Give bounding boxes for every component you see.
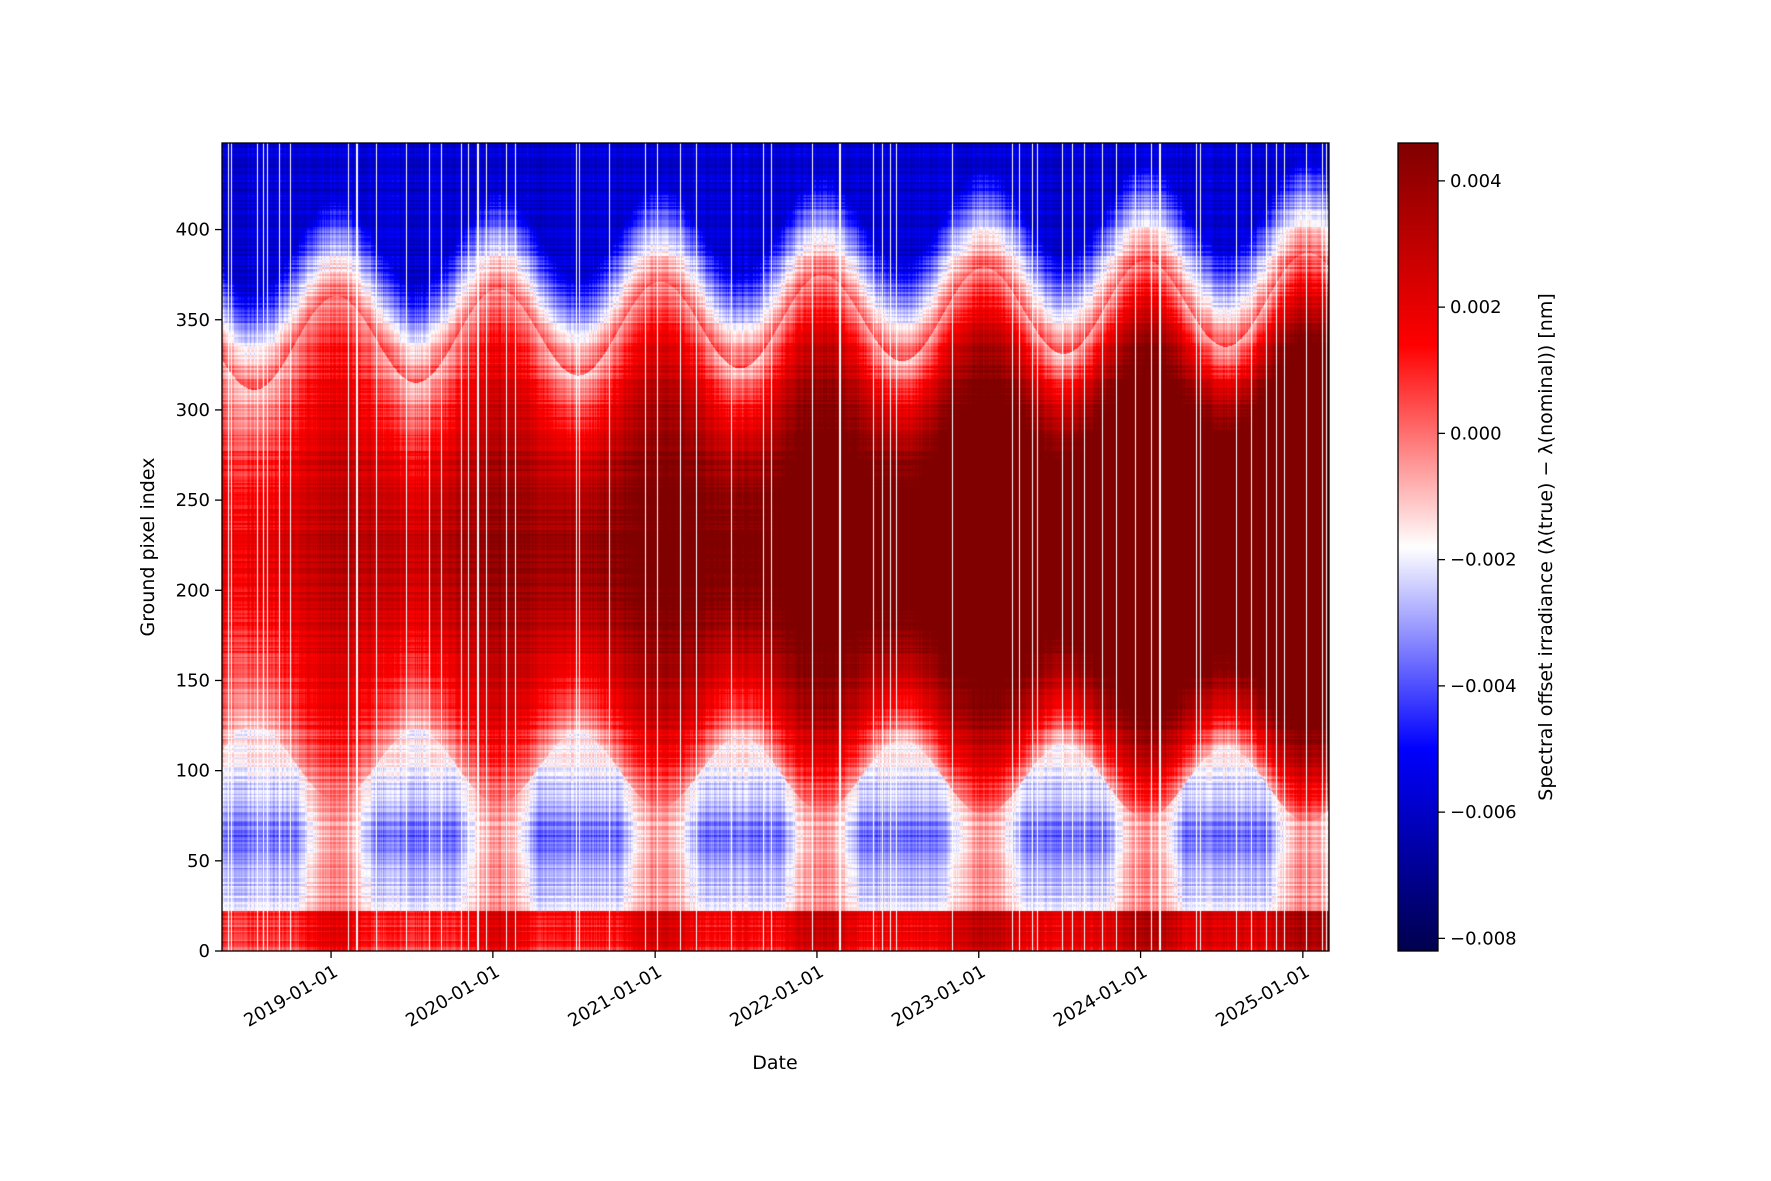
x-axis-label: Date: [752, 1052, 797, 1074]
colorbar-frame: [1397, 142, 1439, 952]
y-tick-label: 250: [176, 490, 210, 511]
colorbar-ticks: 0.004 0.002 0.000 −0.002 −0.004 −0.006 −0.008: [1438, 171, 1517, 949]
colorbar-tick-label: −0.002: [1450, 550, 1517, 571]
colorbar-tick-label: −0.008: [1450, 928, 1517, 949]
y-axis-ticks: 0 50 100 150 200 250 300 350 400: [176, 220, 222, 962]
y-axis-label: Ground pixel index: [137, 458, 159, 637]
colorbar-tick-label: −0.004: [1450, 676, 1517, 697]
colorbar-label: Spectral offset irradiance (λ(true) − λ(…: [1535, 293, 1557, 800]
colorbar-gradient: [1398, 143, 1438, 951]
y-tick-label: 100: [176, 761, 210, 782]
y-tick-label: 400: [176, 220, 210, 241]
heatmap-image-container: [222, 143, 1329, 951]
colorbar-tick-label: 0.000: [1450, 423, 1502, 444]
y-tick-label: 150: [176, 670, 210, 691]
colorbar-tick-label: 0.002: [1450, 297, 1502, 318]
colorbar-tick-label: 0.004: [1450, 171, 1502, 192]
heatmap-image: [222, 143, 1329, 951]
plot-area: [221, 142, 1330, 952]
y-tick-label: 200: [176, 580, 210, 601]
colorbar: 0.0040.0020.000−0.002−0.004−0.006−0.008 …: [1397, 142, 1557, 952]
y-tick-label: 300: [176, 400, 210, 421]
colorbar-tick-label: −0.006: [1450, 802, 1517, 823]
y-tick-label: 50: [187, 851, 210, 872]
y-tick-label: 0: [199, 941, 210, 962]
y-tick-label: 350: [176, 310, 210, 331]
plot-frame: [221, 142, 1330, 952]
